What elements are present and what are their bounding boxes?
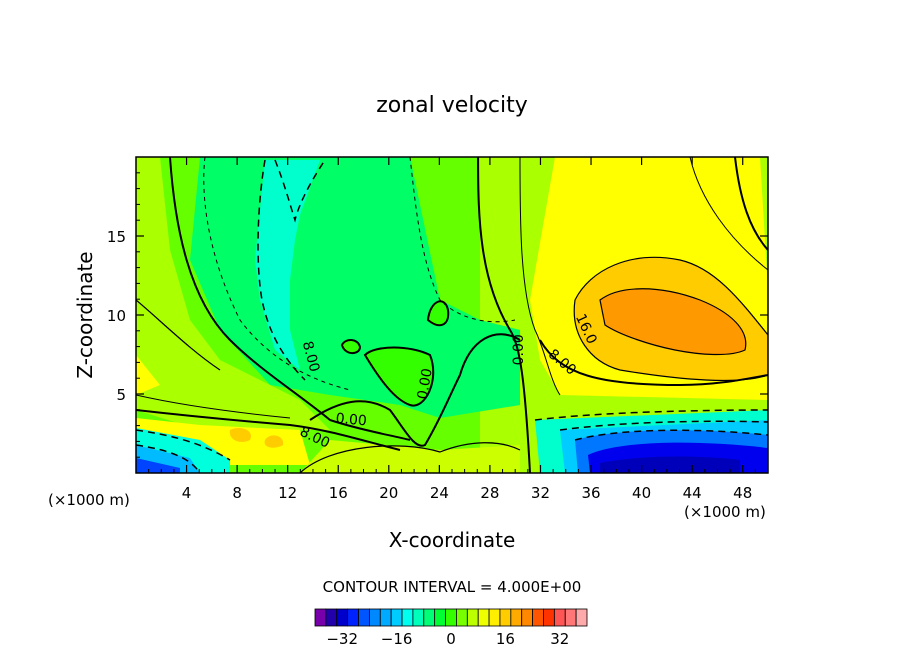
contour-label: 0.00: [335, 411, 367, 430]
contour-line-blob1: [363, 346, 435, 407]
contour-line-thin-dashed-center: [203, 157, 351, 391]
colorbar-swatch: [347, 608, 359, 627]
contour-line-leftedge: [136, 299, 221, 371]
colorbar-tick-label: −32: [326, 630, 358, 648]
y-tick-label: 5: [116, 386, 126, 404]
colorbar-swatch: [445, 608, 457, 627]
colorbar-swatch: [358, 608, 370, 627]
x-tick-label: 32: [531, 484, 550, 502]
colorbar-swatch: [477, 608, 490, 627]
y-tick-label: 15: [107, 228, 126, 246]
x-tick-label: 44: [683, 484, 702, 502]
contour-fills: [136, 157, 768, 473]
region-green-blob3: [342, 339, 360, 354]
contour-line-sixteen: [573, 256, 768, 382]
contour-interval-text: CONTOUR INTERVAL = 4.000E+00: [323, 578, 582, 596]
x-tick-label: 28: [480, 484, 499, 502]
contour-line-dashed-bottomleft1: [136, 429, 231, 461]
region-green-blob1: [365, 347, 434, 406]
colorbar-swatch: [412, 608, 425, 627]
colorbar-swatch: [543, 608, 555, 627]
x-unit-note-left: (×1000 m): [48, 491, 130, 509]
x-unit-note-right: (×1000 m): [684, 503, 766, 521]
contour-line-orange: [599, 288, 747, 356]
colorbar-swatch: [325, 608, 338, 627]
colorbar-swatch: [379, 608, 392, 627]
region-orange-right: [600, 288, 746, 355]
region-navy-bottomright: [600, 456, 740, 473]
contour-label: 0.00: [511, 334, 527, 365]
chart-title: zonal velocity: [376, 93, 528, 118]
colorbar-swatch: [575, 608, 588, 627]
colorbar-swatch: [532, 608, 544, 627]
contour-line-dashed-bottomright: [534, 409, 768, 421]
colorbar-swatch: [368, 608, 381, 627]
contour-line-blob3: [340, 339, 362, 355]
contour-line-bottomleft2: [136, 394, 291, 419]
contour-line-zero-vertical: [477, 157, 531, 473]
colorbar-swatch: [553, 608, 566, 627]
contour-line-dashed-cyan-top: [274, 159, 326, 223]
x-tick-label: 48: [733, 484, 752, 502]
colorbar-swatch: [390, 608, 403, 627]
contour-line-dashed-bottomright3: [574, 429, 768, 441]
colorbar-swatch: [499, 608, 512, 627]
x-tick-label: 36: [581, 484, 600, 502]
contour-line-dashed-bottomright2: [559, 420, 768, 431]
contour-line-dashed-cyan: [257, 159, 306, 381]
x-tick-label: 16: [329, 484, 348, 502]
colorbar-tick-label: −16: [381, 630, 413, 648]
contour-line-blob2: [426, 300, 450, 327]
colorbar-swatch: [521, 608, 533, 627]
x-tick-label: 4: [182, 484, 192, 502]
x-tick-label: 8: [232, 484, 242, 502]
contour-line-thin-topright: [689, 157, 768, 271]
colorbar-swatch: [564, 608, 577, 627]
region-green-blob2: [428, 301, 449, 326]
colorbar-swatch: [456, 608, 468, 627]
contour-label: 8.00: [299, 339, 323, 373]
y-axis-label: Z-coordinate: [73, 251, 97, 378]
region-lightorange-left: [229, 428, 284, 448]
contour-line-dashed-bottomleft2: [136, 444, 201, 473]
colorbar-swatch: [314, 608, 327, 627]
colorbar-swatch: [510, 608, 523, 627]
contour-line-band-lower: [299, 442, 521, 473]
contour-label: 0.00: [415, 367, 436, 400]
colorbar: −32 −16 0 16 32: [314, 608, 588, 648]
colorbar-tick-label: 32: [550, 630, 569, 648]
contour-line-zero-center: [309, 333, 521, 447]
colorbar-tick-label: 0: [446, 630, 456, 648]
x-tick-label: 12: [278, 484, 297, 502]
contour-line-zero-topright: [734, 157, 768, 251]
colorbar-swatch: [336, 608, 349, 627]
colorbar-swatch: [434, 608, 446, 627]
y-tick-label: 10: [107, 307, 126, 325]
contour-line-thin-vertical: [519, 157, 561, 396]
region-blue-bottomleft: [136, 458, 180, 473]
colorbar-tick-label: 16: [496, 630, 515, 648]
x-tick-label: 24: [430, 484, 449, 502]
contour-line-zero-left: [169, 157, 411, 441]
colorbar-swatch: [423, 608, 436, 627]
colorbar-swatch: [466, 608, 479, 627]
x-axis-label: X-coordinate: [389, 528, 516, 552]
region-green-mid: [453, 326, 520, 410]
colorbar-swatch: [401, 608, 414, 627]
contour-lines: [136, 157, 768, 473]
contour-line-bottomleft1: [136, 409, 401, 451]
x-tick-label: 40: [632, 484, 651, 502]
region-cyan-left: [255, 160, 320, 370]
region-lowerband-lime: [300, 440, 520, 473]
x-tick-label: 20: [379, 484, 398, 502]
colorbar-swatch: [488, 608, 501, 627]
region-lime-left: [136, 157, 330, 430]
